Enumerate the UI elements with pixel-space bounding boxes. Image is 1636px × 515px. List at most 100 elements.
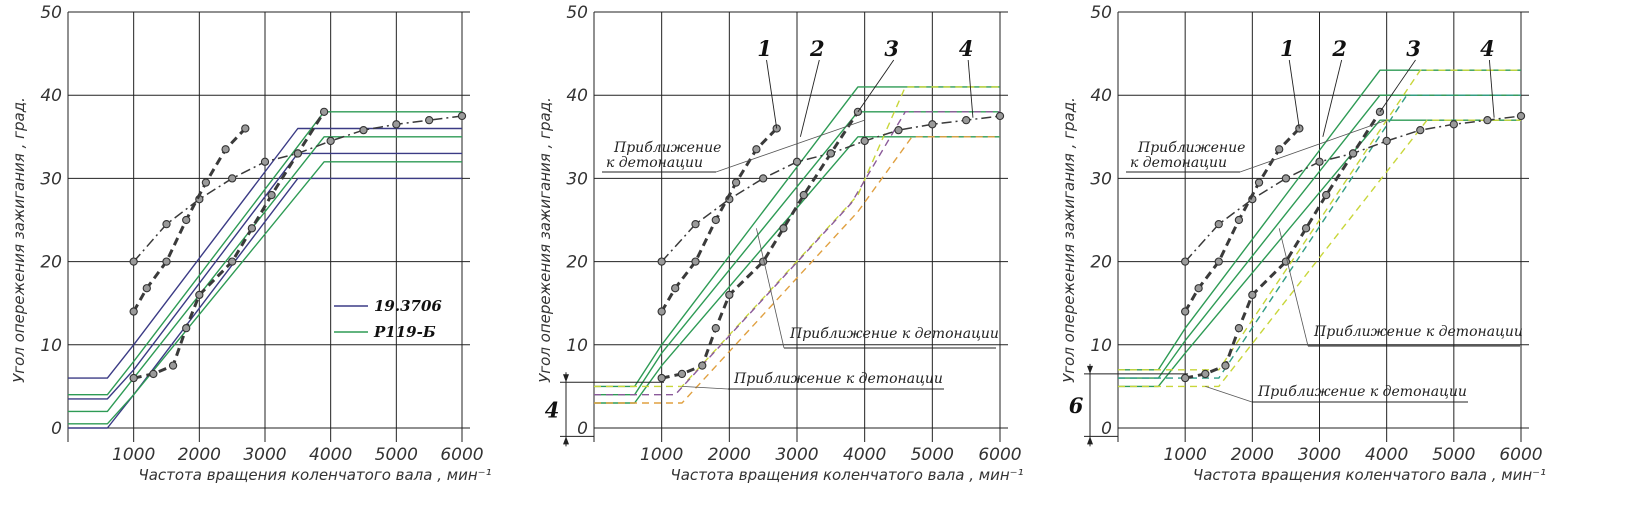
data-point (1483, 116, 1492, 125)
y-axis-label: Угол опережения зажигания , град. (1060, 97, 1078, 383)
data-point (1322, 190, 1331, 200)
callout-leader (857, 59, 895, 113)
data-point (962, 116, 971, 125)
callout-leader (766, 59, 778, 129)
data-point (162, 257, 171, 266)
data-point (1201, 369, 1210, 379)
series-line (594, 111, 1000, 396)
dimension-value: 4 (545, 397, 560, 422)
series-line (68, 127, 462, 379)
data-point (1254, 178, 1264, 187)
data-point (182, 324, 191, 333)
data-point (195, 290, 204, 300)
y-axis-label: Угол опережения зажигания , град. (536, 97, 554, 383)
callout-leader (1288, 59, 1300, 129)
data-point (1348, 149, 1358, 158)
callout-leader (967, 59, 974, 118)
data-point (711, 215, 720, 225)
data-point (228, 257, 237, 266)
x-tick-label: 4000 (309, 445, 352, 465)
y-tick-label: 30 (40, 169, 62, 189)
leader-line (715, 119, 865, 173)
x-tick-label: 6000 (978, 445, 1021, 465)
data-point (1516, 111, 1526, 121)
data-point (1194, 284, 1203, 293)
legend: 19.3706 Р119-Б (334, 297, 442, 341)
data-point (326, 136, 335, 146)
callout-leader (1379, 59, 1416, 113)
callout-leader (1488, 59, 1495, 118)
data-point (293, 149, 302, 158)
x-tick-label: 3000 (775, 445, 818, 465)
data-point (129, 307, 138, 316)
grid (593, 11, 1008, 442)
data-point (1449, 120, 1458, 129)
data-point (1281, 257, 1291, 266)
series-line (594, 136, 1000, 404)
data-point (759, 174, 768, 183)
dimension-arrow (1087, 436, 1093, 445)
dimension-arrow (563, 374, 569, 383)
data-point (731, 178, 741, 187)
data-point (657, 257, 666, 266)
chart-panel-left: 0 10 20 30 40 50 1000 2000 3000 4000 5000 6000 Угол … (10, 3, 492, 484)
series-line (1184, 110, 1382, 380)
annotation-label: к детонации (606, 155, 703, 171)
data-point (129, 373, 138, 383)
data-point (799, 190, 808, 200)
annotation-label: Приближение к детонации (1313, 324, 1523, 340)
x-tick-label: 2000 (1231, 445, 1274, 465)
annotation-label: к детонации (1130, 155, 1227, 171)
data-point (359, 125, 368, 135)
y-tick-label: 0 (577, 419, 588, 439)
data-point (792, 157, 802, 166)
annotation-label: Приближение к детонации (1257, 384, 1467, 400)
data-point (1234, 324, 1244, 333)
data-point (392, 120, 401, 129)
x-axis-label: Частота вращения коленчатого вала , мин⁻… (670, 466, 1023, 484)
y-tick-label: 0 (1101, 419, 1112, 439)
data-point (657, 373, 666, 383)
series-line (68, 161, 462, 425)
y-tick-label: 40 (1090, 86, 1112, 106)
data-point (142, 284, 151, 293)
data-point (691, 220, 700, 229)
data-point (1275, 145, 1284, 154)
series-line (68, 111, 462, 396)
y-tick-label: 40 (566, 86, 588, 106)
chart-panel-middle: 0 10 20 30 40 50 1000 2000 3000 4000 5000 6000 Угол … (536, 3, 1024, 484)
data-point (671, 284, 680, 293)
x-tick-label: 2000 (178, 445, 221, 465)
y-tick-label: 10 (566, 336, 588, 356)
y-tick-label: 20 (40, 253, 62, 273)
data-point (691, 257, 700, 266)
leader-line (756, 228, 785, 349)
x-axis-label: Частота вращения коленчатого вала , мин⁻… (138, 466, 491, 484)
grid (67, 11, 470, 442)
callout-leader (799, 59, 820, 137)
y-tick-label: 50 (40, 3, 62, 23)
data-point (894, 125, 903, 135)
x-tick-label: 5000 (375, 445, 418, 465)
callout-number: 4 (959, 36, 974, 61)
data-point (1181, 307, 1190, 316)
series-line (661, 115, 1001, 263)
leader-line (1205, 386, 1253, 403)
data-point (1416, 125, 1425, 135)
y-tick-label: 20 (566, 253, 588, 273)
data-point (1248, 290, 1257, 300)
data-point (698, 361, 707, 370)
data-point (457, 111, 467, 121)
data-point (182, 215, 191, 225)
series-line (594, 86, 1000, 388)
data-point (995, 111, 1005, 121)
data-point (247, 224, 257, 233)
chart-panel-right: 0 10 20 30 40 50 1000 2000 3000 4000 5000 6000 Угол … (1060, 3, 1546, 484)
x-tick-label: 6000 (440, 445, 483, 465)
data-point (228, 174, 237, 183)
x-tick-label: 2000 (708, 445, 751, 465)
leader-line (1278, 228, 1309, 347)
annotation-label: Приближение (613, 140, 721, 156)
